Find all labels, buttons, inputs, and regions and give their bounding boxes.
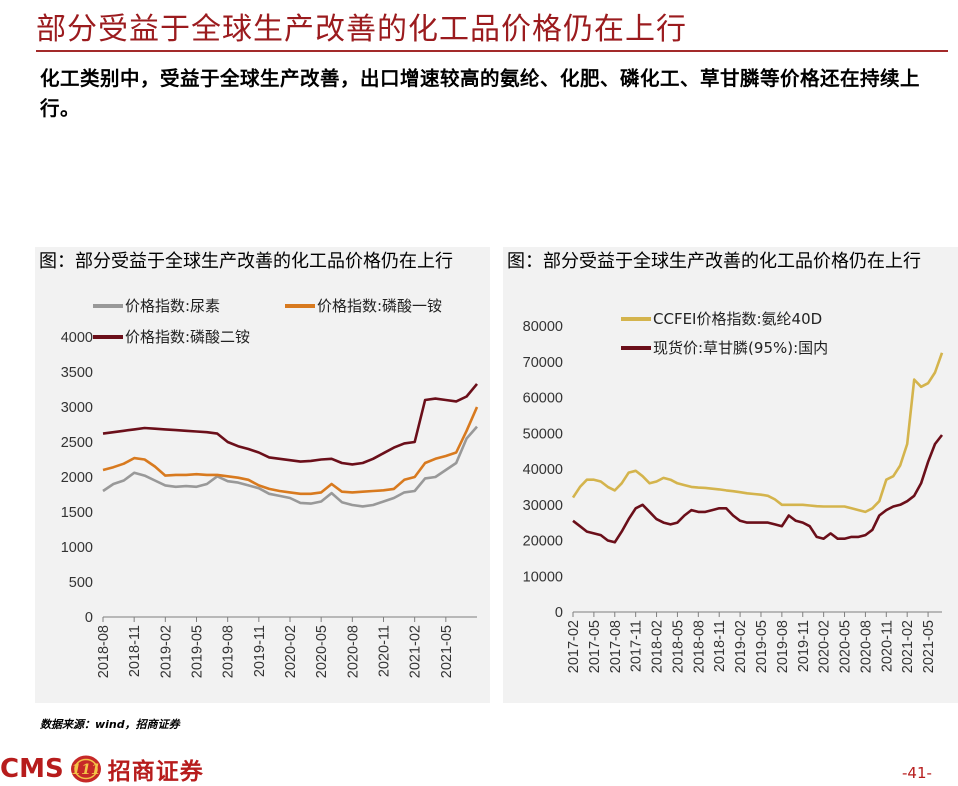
y-tick-label: 20000 <box>523 534 563 550</box>
y-tick-label: 1500 <box>61 505 93 521</box>
x-tick-label: 2019-11 <box>252 625 268 677</box>
x-tick-label: 2018-11 <box>712 620 728 672</box>
x-tick-label: 2017-08 <box>608 620 624 673</box>
spandex-glyphosate-price-chart: 0 10000 20000 30000 40000 50000 60000 70000 8000… <box>523 310 944 673</box>
y-tick-label: 1000 <box>61 540 93 556</box>
x-tick-label: 2021-05 <box>921 620 937 673</box>
series-line-urea <box>102 425 478 508</box>
series-line-dap <box>102 383 479 466</box>
y-tick-label: 2000 <box>61 470 93 486</box>
y-tick-label: 0 <box>85 610 93 626</box>
fertilizer-price-chart: 0 500 1000 1500 2000 2500 3000 3500 4000 2018-08 2… <box>61 297 479 678</box>
x-tick-label: 2017-02 <box>566 620 582 673</box>
y-tick-label: 80000 <box>523 319 563 335</box>
y-tick-label: 10000 <box>523 569 563 585</box>
data-source-note: 数据来源：wind，招商证券 <box>40 718 180 731</box>
cms-logo-glyph: 111 <box>71 762 100 778</box>
chart-panel-spandex-glyphosate: 图：部分受益于全球生产改善的化工品价格仍在上行 0 10000 20000 30000… <box>503 247 958 703</box>
y-tick-label: 2500 <box>61 435 93 451</box>
chart-panel-fertilizer: 图：部分受益于全球生产改善的化工品价格仍在上行 0 500 1000 1500 2000… <box>35 247 490 703</box>
page-title: 部分受益于全球生产改善的化工品价格仍在上行 <box>36 12 687 47</box>
x-tick-label: 2020-11 <box>879 620 895 672</box>
x-tick-label: 2018-11 <box>127 625 143 677</box>
legend-label-glyphosate: 现货价:草甘膦(95%):国内 <box>653 339 828 357</box>
x-tick-label: 2020-11 <box>377 625 393 677</box>
title-divider <box>36 50 948 52</box>
chart-title-fertilizer: 图：部分受益于全球生产改善的化工品价格仍在上行 <box>39 251 453 272</box>
x-tick-label: 2018-08 <box>691 620 707 673</box>
x-tick-label: 2017-11 <box>629 620 645 672</box>
x-tick-label: 2019-11 <box>796 620 812 672</box>
x-tick-label: 2018-05 <box>670 620 686 673</box>
legend-label-dap: 价格指数:磷酸二铵 <box>125 328 250 346</box>
y-tick-label: 40000 <box>523 462 563 478</box>
y-tick-label: 50000 <box>523 426 563 442</box>
x-tick-label: 2018-02 <box>650 620 666 673</box>
x-tick-label: 2019-02 <box>158 625 174 678</box>
y-tick-label: 3000 <box>61 400 93 416</box>
x-tick-label: 2021-05 <box>439 625 455 678</box>
x-tick-label: 2020-02 <box>283 625 299 678</box>
series-line-glyphosate <box>572 434 944 544</box>
x-tick-label: 2019-02 <box>733 620 749 673</box>
x-tick-label: 2021-02 <box>900 620 916 673</box>
x-tick-label: 2019-05 <box>754 620 770 673</box>
page-subtitle: 化工类别中，受益于全球生产改善，出口增速较高的氨纶、化肥、磷化工、草甘膦等价格还… <box>40 67 921 120</box>
x-tick-label: 2020-05 <box>838 620 854 673</box>
x-tick-label: 2017-05 <box>587 620 603 673</box>
x-tick-label: 2020-08 <box>345 625 361 678</box>
x-tick-label: 2018-08 <box>96 625 112 678</box>
y-tick-label: 0 <box>555 605 563 621</box>
y-tick-label: 4000 <box>61 330 93 346</box>
x-tick-label: 2019-08 <box>221 625 237 678</box>
y-tick-label: 3500 <box>61 365 93 381</box>
x-tick-label: 2019-08 <box>775 620 791 673</box>
y-tick-label: 30000 <box>523 498 563 514</box>
y-tick-label: 70000 <box>523 355 563 371</box>
y-tick-label: 60000 <box>523 391 563 407</box>
page-number: -41- <box>902 764 932 782</box>
x-tick-label: 2020-08 <box>858 620 874 673</box>
y-tick-label: 500 <box>69 575 93 591</box>
legend-label-urea: 价格指数:尿素 <box>125 297 220 315</box>
series-line-map <box>102 406 479 496</box>
x-tick-label: 2019-05 <box>190 625 206 678</box>
x-tick-label: 2020-05 <box>314 625 330 678</box>
brand-footer: CMS 111 招商证券 <box>0 752 204 786</box>
x-tick-label: 2021-02 <box>408 625 424 678</box>
brand-chinese-name: 招商证券 <box>107 758 204 785</box>
cms-logo-icon: 111 <box>70 755 101 783</box>
legend-label-spandex: CCFEI价格指数:氨纶40D <box>653 310 822 328</box>
legend-label-map: 价格指数:磷酸一铵 <box>317 297 442 315</box>
series-line-spandex <box>571 352 944 514</box>
brand-latin-name: CMS <box>0 754 64 784</box>
x-tick-label: 2020-02 <box>817 620 833 673</box>
chart-title-spandex-glyphosate: 图：部分受益于全球生产改善的化工品价格仍在上行 <box>507 251 921 272</box>
